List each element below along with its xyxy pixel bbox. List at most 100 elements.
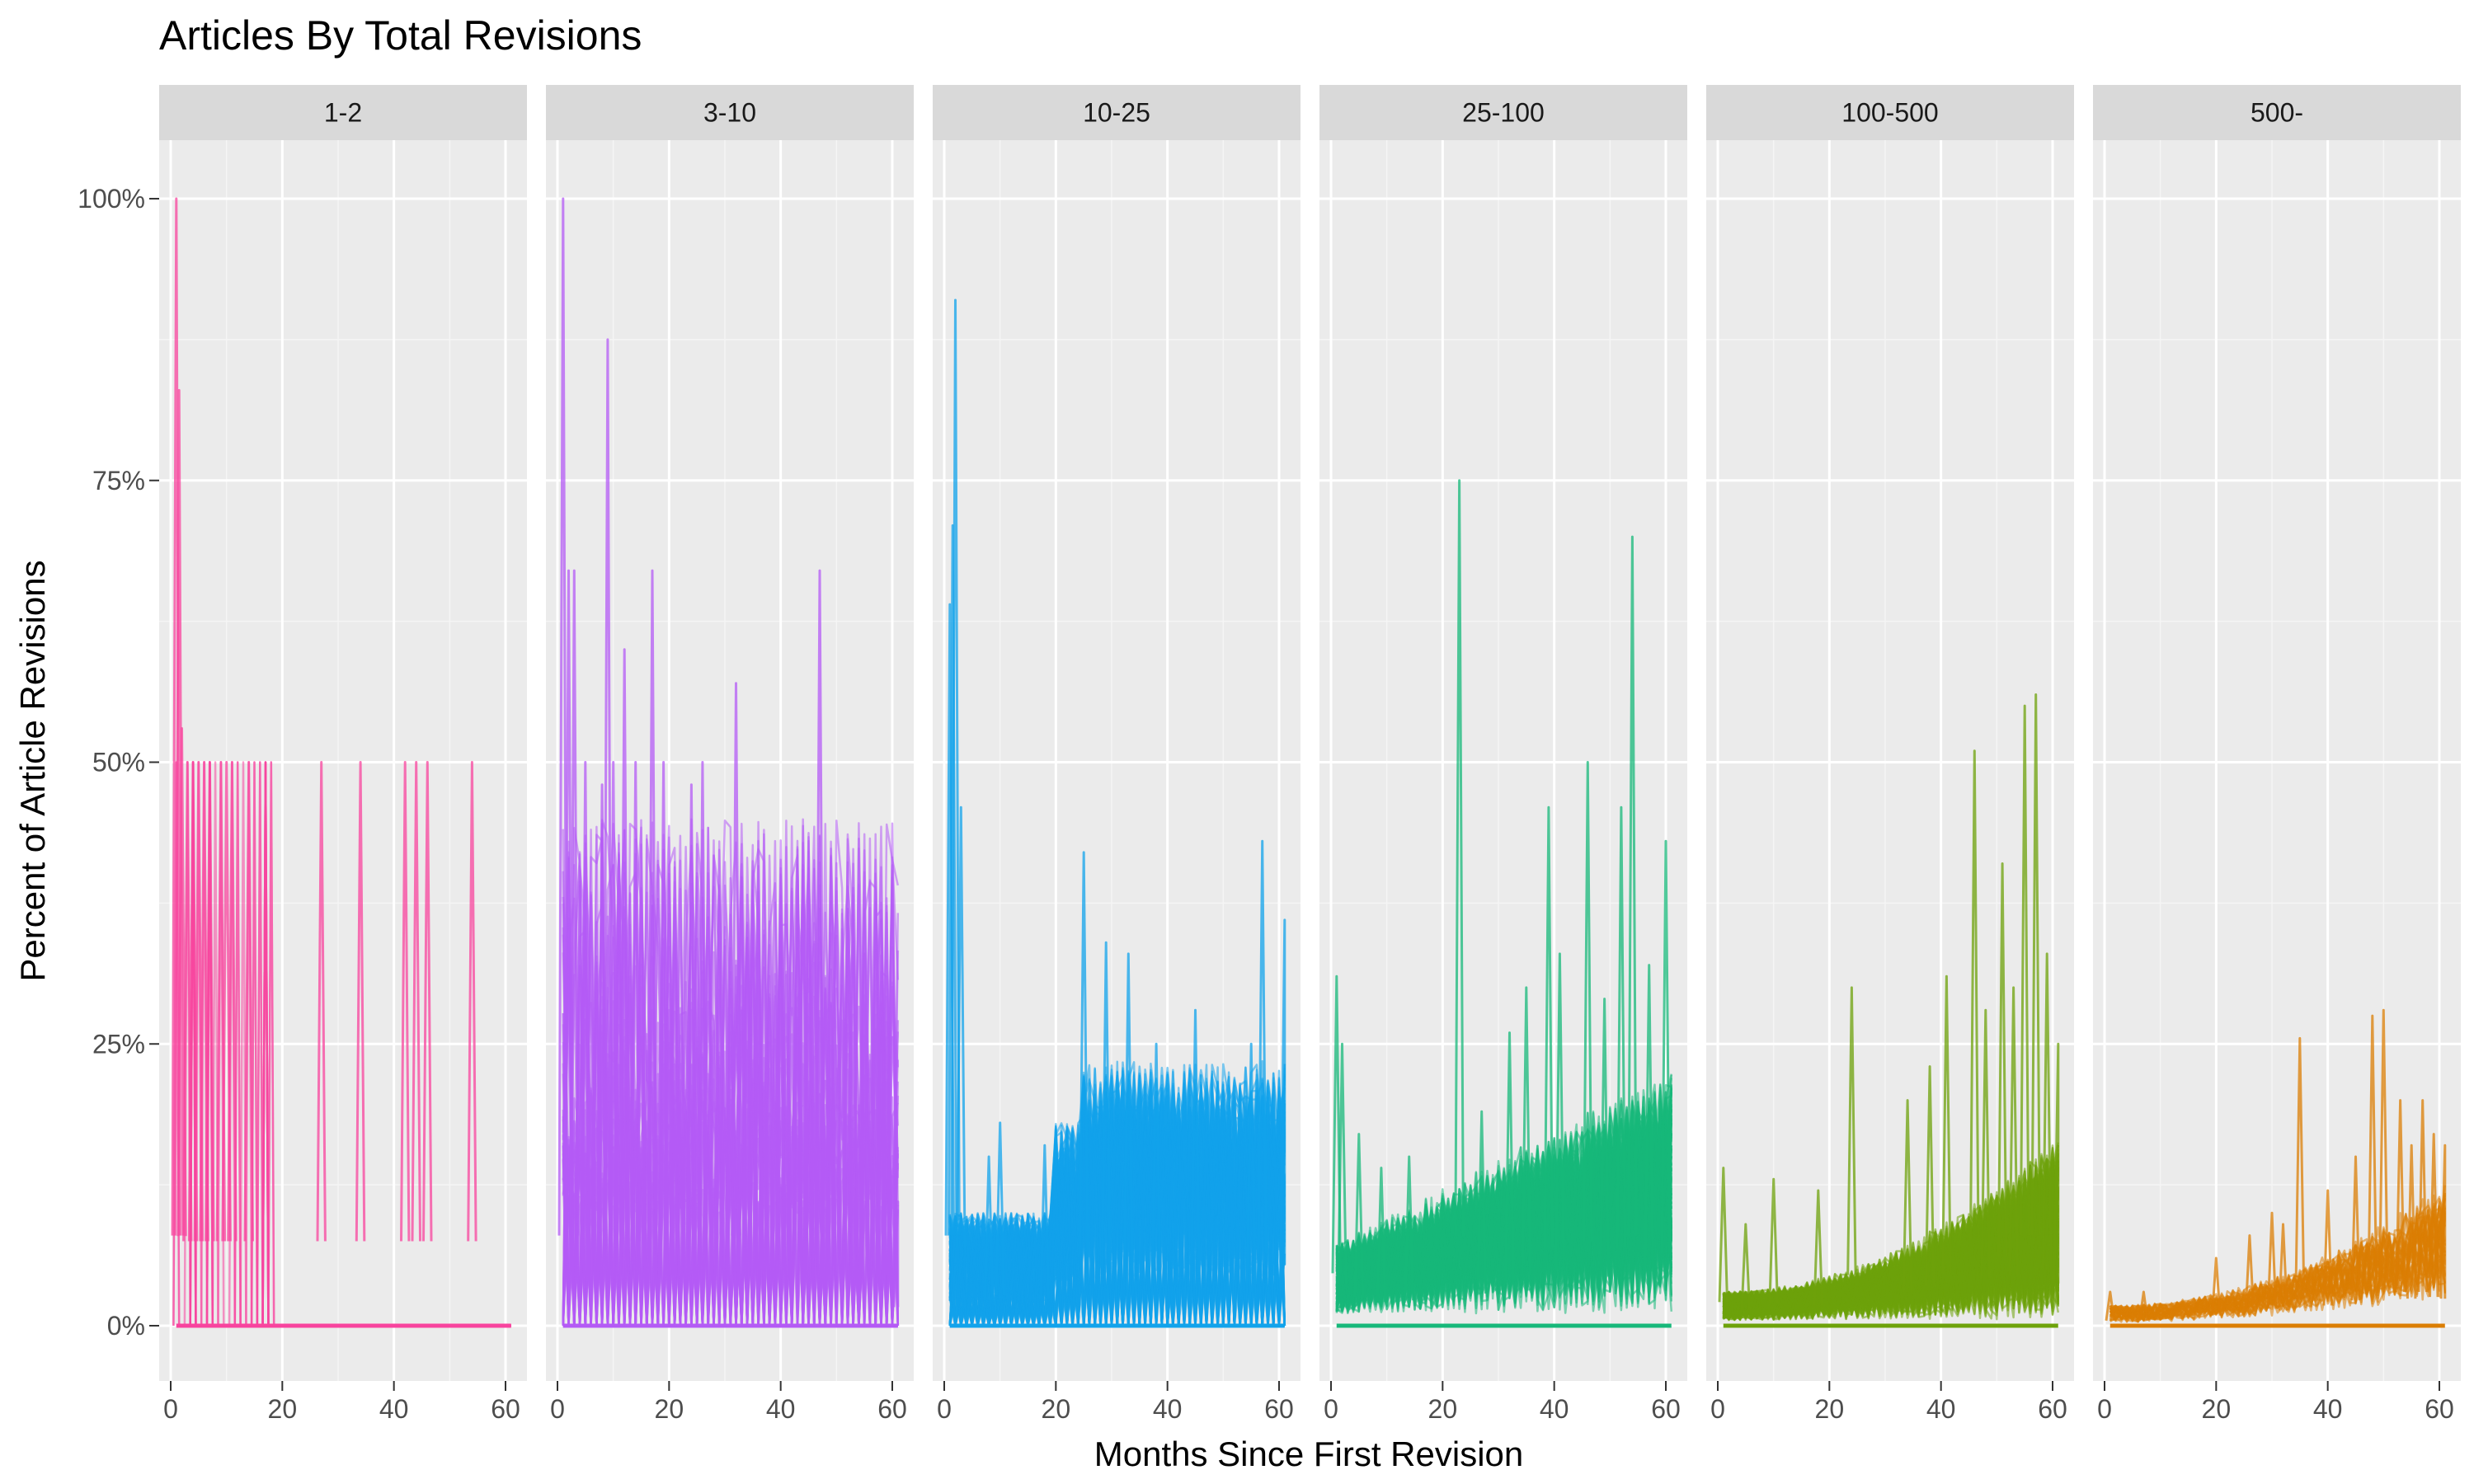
peak-line <box>173 388 185 1236</box>
y-tick-label: 75% <box>92 466 145 495</box>
peak-line <box>608 761 618 1242</box>
series-line <box>1335 1106 1673 1310</box>
peak-line <box>2439 1144 2447 1299</box>
y-tick-label: 25% <box>92 1029 145 1059</box>
peak-line <box>947 524 958 1236</box>
peak-line <box>2244 1234 2255 1313</box>
series-line <box>948 1102 1285 1327</box>
peak-line <box>1150 1042 1162 1284</box>
peak-line <box>1376 1167 1387 1303</box>
peak-line <box>814 569 825 1236</box>
y-axis-title: Percent of Article Revisions <box>13 560 52 981</box>
x-tick-label: 0 <box>1710 1394 1725 1424</box>
facet-100-500: 100-500 0 20 40 60 <box>1706 85 2074 1424</box>
peak-line <box>876 1042 887 1284</box>
series-line <box>2109 1207 2447 1320</box>
peak-line <box>1846 986 1857 1275</box>
peak-line <box>1599 998 1610 1277</box>
x-tick-label: 20 <box>655 1394 684 1424</box>
panel-background <box>1706 140 2074 1381</box>
series-line <box>1722 1181 2060 1319</box>
x-tick-label: 20 <box>1042 1394 1071 1424</box>
peak-line <box>892 1200 900 1308</box>
x-tick-label: 40 <box>379 1394 409 1424</box>
peak-line <box>2008 986 2019 1275</box>
peak-line <box>1245 1042 1257 1284</box>
facet-lines <box>2105 1008 2447 1328</box>
chart-title: Articles By Total Revisions <box>159 12 642 59</box>
x-tick-label: 40 <box>1926 1394 1956 1424</box>
facet-3-10: 3-10 0 20 40 60 <box>546 85 914 1424</box>
peak-line <box>686 783 697 1245</box>
facets: 1-2 0 20 40 60 3-10 0 20 40 60 10-25 0 20 40 60 25-100 0… <box>159 85 2461 1424</box>
facet-strip-label: 25-100 <box>1462 98 1545 128</box>
facet-1-2: 1-2 0 20 40 60 <box>159 85 527 1424</box>
peak-line <box>775 952 786 1270</box>
peak-line <box>1768 1177 1779 1304</box>
peak-line <box>1718 1167 1729 1303</box>
y-axis: 0% 25% 50% 75% 100% <box>78 184 159 1341</box>
facet-25-100: 25-100 0 20 40 60 <box>1319 85 1687 1424</box>
peak-line <box>355 761 366 1242</box>
peak-line <box>2053 1042 2060 1284</box>
y-tick-label: 0% <box>107 1311 145 1341</box>
facet-lines <box>1718 693 2060 1328</box>
facet-strip <box>159 85 527 140</box>
facet-strip <box>1319 85 1687 140</box>
peak-line <box>2019 704 2030 1236</box>
peak-line <box>731 682 741 1236</box>
facet-strip-label: 10-25 <box>1083 98 1150 128</box>
peak-line <box>1257 839 1268 1253</box>
series-line <box>2109 1214 2447 1322</box>
facet-lines <box>557 197 900 1328</box>
peak-line <box>467 761 477 1242</box>
peak-line <box>2030 693 2041 1236</box>
series-line <box>2109 1228 2447 1321</box>
x-axis-title: Months Since First Revision <box>1094 1435 1524 1473</box>
peak-line <box>1504 1031 1515 1282</box>
peak-line <box>2211 1256 2222 1316</box>
facet-strip-label: 1-2 <box>324 98 362 128</box>
peak-line <box>602 338 614 1236</box>
x-tick-label: 40 <box>1540 1394 1569 1424</box>
peak-line <box>1627 535 1638 1236</box>
peak-line <box>1190 1008 1201 1279</box>
peak-line <box>1454 479 1465 1236</box>
peak-line <box>741 952 753 1270</box>
x-tick-label: 60 <box>2425 1394 2454 1424</box>
peak-line <box>995 1121 1005 1296</box>
x-tick-label: 20 <box>1815 1394 1845 1424</box>
peak-line <box>2278 1223 2288 1311</box>
peak-line <box>2138 1290 2149 1322</box>
series-line <box>948 1074 1286 1327</box>
panel-background <box>159 140 527 1381</box>
peak-line <box>658 761 669 1242</box>
x-tick-label: 40 <box>1153 1394 1183 1424</box>
peak-line <box>1353 1133 1365 1298</box>
peak-line <box>2266 1211 2278 1309</box>
peak-line <box>619 648 630 1236</box>
peak-line <box>1554 952 1565 1270</box>
x-tick-label: 0 <box>550 1394 565 1424</box>
peak-line <box>1583 761 1593 1242</box>
facet-lines <box>171 197 511 1328</box>
peak-line <box>1813 1189 1823 1306</box>
facet-10-25: 10-25 0 20 40 60 <box>933 85 1300 1424</box>
peak-line <box>2105 1290 2115 1322</box>
peak-line <box>205 761 215 1242</box>
series-line <box>1335 1115 1673 1313</box>
facet-lines <box>944 298 1286 1328</box>
peak-line <box>1902 1099 1913 1293</box>
peak-line <box>1941 974 1952 1274</box>
peak-line <box>1279 918 1286 1266</box>
x-tick-label: 0 <box>1324 1394 1338 1424</box>
peak-line <box>956 805 967 1248</box>
peak-line <box>580 761 591 1242</box>
peak-line <box>1476 1110 1487 1294</box>
peak-line <box>1543 805 1554 1248</box>
peak-line <box>630 761 641 1242</box>
x-tick-label: 0 <box>937 1394 952 1424</box>
peak-line <box>1980 1008 1991 1279</box>
peak-line <box>2417 1099 2428 1293</box>
